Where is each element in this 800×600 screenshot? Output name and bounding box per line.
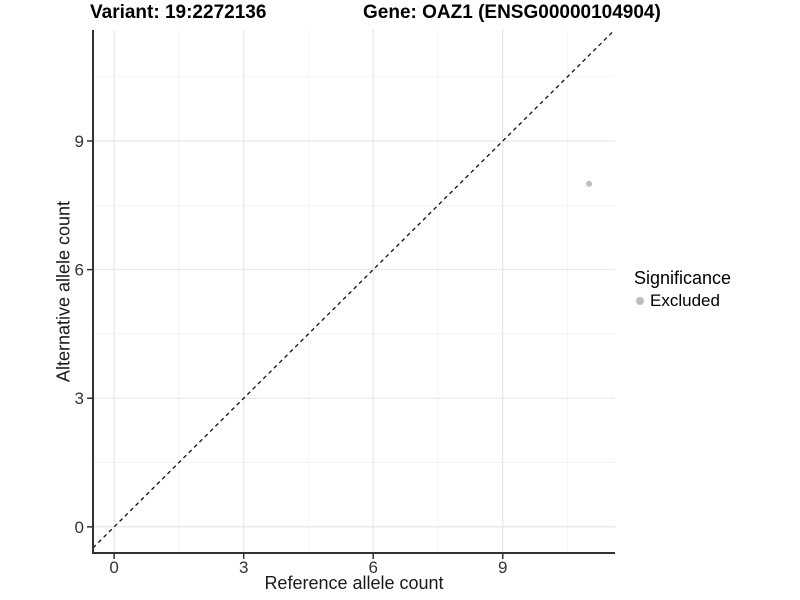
x-tick-label: 3 <box>239 558 248 577</box>
legend-point-icon <box>636 297 644 305</box>
x-tick-label: 9 <box>498 558 507 577</box>
x-tick-label: 6 <box>368 558 377 577</box>
identity-line <box>92 29 616 549</box>
plot-title-variant: Variant: 19:2272136 <box>90 2 267 23</box>
y-tick-label: 3 <box>75 389 84 408</box>
legend-item-excluded: Excluded <box>628 291 731 311</box>
y-tick-label: 0 <box>75 518 84 537</box>
y-axis-title: Alternative allele count <box>53 200 74 383</box>
y-tick-label: 9 <box>75 132 84 151</box>
plot-title-gene: Gene: OAZ1 (ENSG00000104904) <box>363 2 661 23</box>
data-point <box>586 180 593 187</box>
legend: Significance Excluded <box>628 266 731 311</box>
y-tick-label: 6 <box>75 261 84 280</box>
x-axis-title: Reference allele count <box>264 573 444 593</box>
legend-title: Significance <box>634 268 732 288</box>
legend-item-label: Excluded <box>650 291 720 310</box>
x-tick-label: 0 <box>109 558 118 577</box>
